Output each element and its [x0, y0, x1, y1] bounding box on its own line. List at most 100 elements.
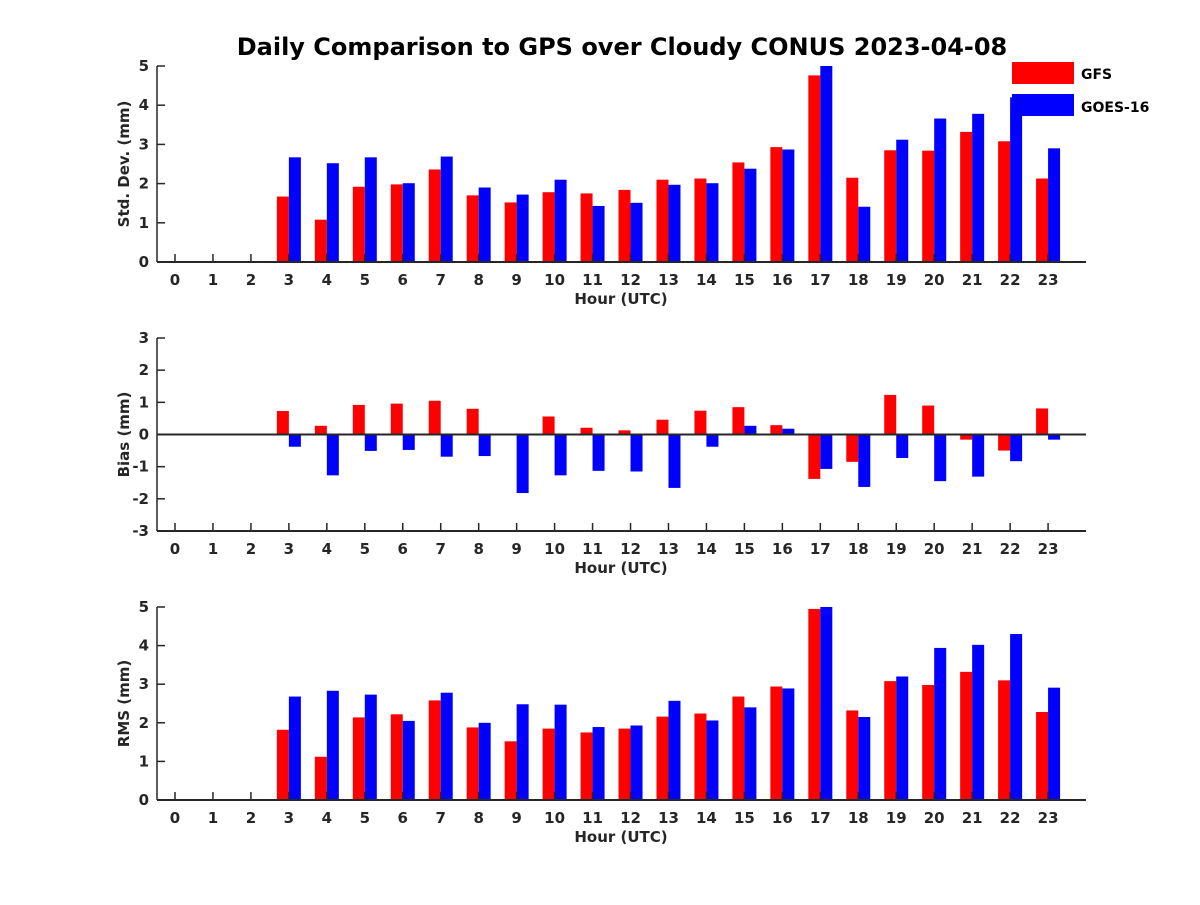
bias-x-tick-label-7: 7 [436, 540, 446, 558]
bias-x-tick-label-2: 2 [246, 540, 256, 558]
rms-bar-gfs-12 [618, 728, 631, 800]
bias-bar-goes16-10 [554, 434, 567, 476]
std-bar-gfs-16 [770, 147, 783, 262]
bias-bar-gfs-3 [276, 411, 289, 435]
rms-x-tick-label-23: 23 [1038, 809, 1059, 827]
bias-x-tick-label-16: 16 [772, 540, 793, 558]
bias-x-tick-label-0: 0 [170, 540, 180, 558]
rms-bar-gfs-15 [732, 696, 745, 800]
bias-bar-gfs-16 [770, 425, 783, 435]
std-bar-gfs-18 [846, 177, 859, 262]
std-x-tick-label-12: 12 [620, 271, 641, 289]
rms-y-tick-label-1: 1 [139, 752, 149, 770]
rms-bar-gfs-9 [504, 741, 517, 800]
rms-bar-gfs-22 [998, 680, 1011, 800]
std-bar-goes16-20 [934, 118, 947, 262]
legend-swatch-goes16 [1012, 94, 1074, 116]
bias-bar-goes16-6 [402, 434, 415, 450]
bias-bar-gfs-20 [922, 405, 935, 435]
rms-bar-goes16-18 [858, 717, 871, 800]
std-bar-goes16-16 [782, 149, 795, 262]
rms-bar-goes16-20 [934, 647, 947, 800]
rms-bar-goes16-6 [402, 720, 415, 800]
bias-x-tick-label-12: 12 [620, 540, 641, 558]
rms-bar-goes16-12 [630, 725, 643, 800]
rms-bar-goes16-23 [1048, 687, 1061, 800]
std-bar-gfs-20 [922, 150, 935, 262]
bias-y-axis-label: Bias (mm) [115, 392, 133, 478]
rms-bar-goes16-15 [744, 707, 757, 800]
rms-y-axis-label: RMS (mm) [115, 660, 133, 747]
bias-x-tick-label-20: 20 [924, 540, 945, 558]
rms-x-tick-label-3: 3 [284, 809, 294, 827]
bias-x-tick-label-18: 18 [848, 540, 869, 558]
bias-bar-goes16-15 [744, 425, 757, 435]
bias-bar-goes16-19 [896, 434, 909, 458]
std-bar-gfs-5 [352, 186, 365, 262]
bias-bar-gfs-6 [390, 403, 403, 435]
rms-bar-gfs-5 [352, 717, 365, 800]
bias-bar-gfs-13 [656, 419, 669, 435]
bias-bar-gfs-8 [466, 408, 479, 435]
rms-x-tick-label-8: 8 [473, 809, 483, 827]
bias-bar-gfs-15 [732, 407, 745, 435]
std-bar-goes16-13 [668, 184, 681, 262]
rms-bar-goes16-7 [440, 692, 453, 800]
rms-x-axis-label: Hour (UTC) [574, 828, 667, 846]
std-bar-goes16-8 [478, 187, 491, 262]
bias-x-tick-label-6: 6 [398, 540, 408, 558]
rms-bar-goes16-14 [706, 720, 719, 800]
bias-bar-goes16-17 [820, 434, 833, 469]
bias-bar-gfs-4 [314, 425, 327, 435]
rms-y-tick-label-5: 5 [139, 598, 149, 616]
rms-bar-gfs-14 [694, 713, 707, 800]
std-bar-goes16-11 [592, 205, 605, 262]
legend-swatch-gfs [1012, 62, 1074, 84]
std-bar-gfs-23 [1036, 178, 1049, 262]
rms-bar-goes16-16 [782, 688, 795, 800]
std-bar-gfs-4 [314, 219, 327, 262]
std-bar-gfs-12 [618, 189, 631, 262]
bias-x-tick-label-9: 9 [511, 540, 521, 558]
std-bar-gfs-14 [694, 178, 707, 262]
std-y-tick-label-5: 5 [139, 57, 149, 75]
std-bar-goes16-15 [744, 168, 757, 262]
bias-bar-gfs-14 [694, 410, 707, 435]
std-bar-goes16-17 [820, 66, 833, 262]
std-x-tick-label-1: 1 [208, 271, 218, 289]
rms-y-tick-label-0: 0 [139, 791, 149, 809]
rms-bar-gfs-6 [390, 714, 403, 800]
std-x-tick-label-23: 23 [1038, 271, 1059, 289]
bias-bar-goes16-18 [858, 434, 871, 487]
rms-x-tick-label-19: 19 [886, 809, 907, 827]
bias-bar-gfs-10 [542, 416, 555, 435]
bias-x-tick-label-14: 14 [696, 540, 717, 558]
std-x-tick-label-10: 10 [544, 271, 565, 289]
bias-bar-goes16-12 [630, 434, 643, 472]
std-x-tick-label-4: 4 [322, 271, 332, 289]
bias-bar-goes16-21 [972, 434, 985, 477]
rms-x-tick-label-21: 21 [962, 809, 983, 827]
std-bar-gfs-8 [466, 195, 479, 262]
bias-bar-goes16-9 [516, 434, 529, 494]
std-x-axis-label: Hour (UTC) [574, 290, 667, 308]
bias-bar-gfs-5 [352, 404, 365, 435]
bias-bar-goes16-7 [440, 434, 453, 457]
std-x-tick-label-20: 20 [924, 271, 945, 289]
rms-bar-goes16-4 [326, 690, 339, 800]
bias-x-tick-label-1: 1 [208, 540, 218, 558]
bias-x-tick-label-13: 13 [658, 540, 679, 558]
bias-y-tick-label--3: -3 [132, 522, 149, 540]
bias-x-tick-label-15: 15 [734, 540, 755, 558]
std-bar-goes16-10 [554, 179, 567, 262]
bias-bar-gfs-17 [808, 434, 821, 479]
bias-bar-goes16-11 [592, 434, 605, 471]
std-bar-gfs-11 [580, 193, 593, 262]
bias-bar-goes16-16 [782, 428, 795, 435]
rms-bar-gfs-16 [770, 686, 783, 800]
std-bar-goes16-5 [364, 157, 377, 262]
